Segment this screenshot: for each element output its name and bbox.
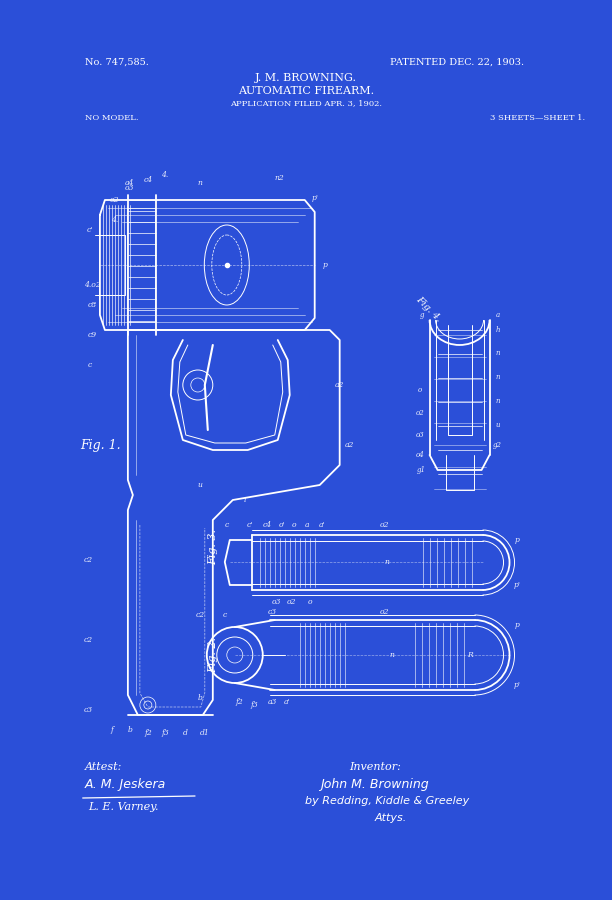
- Text: John M. Browning: John M. Browning: [319, 778, 428, 791]
- Text: Inventor:: Inventor:: [349, 762, 401, 772]
- Text: i: i: [244, 496, 246, 504]
- Text: u: u: [198, 481, 202, 489]
- Text: o3: o3: [415, 431, 424, 439]
- Text: c: c: [223, 611, 227, 619]
- Text: o: o: [307, 598, 312, 606]
- Text: d1: d1: [200, 729, 210, 737]
- Text: c: c: [88, 361, 92, 369]
- Text: c': c': [87, 226, 93, 234]
- Text: a': a': [283, 698, 290, 706]
- Text: a4: a4: [125, 179, 135, 187]
- Text: NO MODEL.: NO MODEL.: [85, 114, 138, 122]
- Text: 4.o2: 4.o2: [84, 281, 100, 289]
- Text: a: a: [496, 311, 499, 319]
- Text: Fig. 1.: Fig. 1.: [80, 438, 121, 452]
- Text: p': p': [312, 194, 318, 202]
- Text: b: b: [127, 726, 132, 734]
- Text: g: g: [419, 311, 424, 319]
- Text: o: o: [417, 386, 422, 394]
- Text: n: n: [198, 179, 202, 187]
- Text: p: p: [515, 621, 520, 629]
- Text: c3: c3: [83, 706, 92, 714]
- Text: n: n: [495, 397, 500, 405]
- Text: A. M. Jeskera: A. M. Jeskera: [85, 778, 166, 791]
- Text: c2: c2: [83, 636, 92, 644]
- Text: R: R: [467, 651, 472, 659]
- Text: c9: c9: [88, 331, 97, 339]
- Text: c4: c4: [262, 521, 271, 529]
- Text: o3: o3: [125, 184, 135, 192]
- Text: J. M. BROWNING.: J. M. BROWNING.: [255, 73, 357, 83]
- Text: a2: a2: [345, 441, 354, 449]
- Text: 4.: 4.: [161, 171, 168, 179]
- Text: o2: o2: [380, 521, 389, 529]
- Text: by Redding, Kiddle & Greeley: by Redding, Kiddle & Greeley: [305, 796, 469, 806]
- Text: No. 747,585.: No. 747,585.: [85, 58, 149, 67]
- Text: o4: o4: [415, 451, 424, 459]
- Text: g1: g1: [417, 466, 426, 474]
- Text: f3: f3: [161, 729, 169, 737]
- Text: c3: c3: [267, 608, 276, 616]
- Text: f3: f3: [251, 701, 259, 709]
- Text: h: h: [495, 326, 500, 334]
- Text: o': o': [278, 521, 285, 529]
- Text: a: a: [304, 521, 309, 529]
- Text: APPLICATION FILED APR. 3, 1902.: APPLICATION FILED APR. 3, 1902.: [230, 99, 382, 107]
- Text: d: d: [182, 729, 187, 737]
- Text: g2: g2: [493, 441, 502, 449]
- Text: o2: o2: [380, 608, 389, 616]
- Text: L. E. Varney.: L. E. Varney.: [88, 802, 159, 812]
- Text: b: b: [198, 694, 202, 702]
- Text: c': c': [247, 521, 253, 529]
- Text: p: p: [515, 536, 520, 544]
- Text: PATENTED DEC. 22, 1903.: PATENTED DEC. 22, 1903.: [390, 58, 524, 67]
- Text: Attys.: Attys.: [375, 813, 407, 823]
- Text: c2: c2: [83, 556, 92, 564]
- Text: Fig. 3.: Fig. 3.: [208, 529, 218, 565]
- Text: Fig. 2.: Fig. 2.: [208, 637, 218, 673]
- Text: 4.: 4.: [111, 216, 119, 224]
- Text: a2: a2: [335, 381, 345, 389]
- Text: Fig. 4.: Fig. 4.: [414, 295, 444, 324]
- Text: p': p': [514, 581, 521, 589]
- Text: u: u: [495, 421, 500, 429]
- Text: c: c: [225, 521, 229, 529]
- Text: f2: f2: [236, 698, 244, 706]
- Text: n: n: [384, 558, 389, 566]
- Text: n2: n2: [275, 174, 285, 182]
- Text: o2: o2: [415, 409, 424, 417]
- Text: o3: o3: [272, 598, 282, 606]
- Text: n: n: [495, 349, 500, 357]
- Text: p': p': [514, 681, 521, 689]
- Text: n: n: [495, 373, 500, 381]
- Text: Attest:: Attest:: [85, 762, 122, 772]
- Text: a3: a3: [268, 698, 277, 706]
- Text: p: p: [323, 261, 327, 269]
- Text: o: o: [291, 521, 296, 529]
- Text: 3 SHEETS—SHEET 1.: 3 SHEETS—SHEET 1.: [490, 114, 584, 122]
- Text: c4: c4: [143, 176, 152, 184]
- Text: a': a': [318, 521, 325, 529]
- Text: f2: f2: [144, 729, 152, 737]
- Text: AUTOMATIC FIREARM.: AUTOMATIC FIREARM.: [237, 86, 374, 96]
- Text: f: f: [110, 726, 113, 734]
- Text: o2: o2: [287, 598, 296, 606]
- Text: o2: o2: [110, 196, 119, 204]
- Text: c2: c2: [195, 611, 204, 619]
- Text: c8: c8: [88, 301, 97, 309]
- Text: n: n: [389, 651, 394, 659]
